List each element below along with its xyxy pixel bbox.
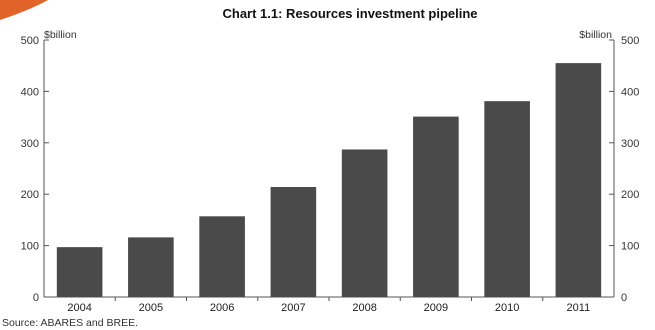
bar — [270, 187, 317, 297]
bar — [555, 63, 602, 297]
y-axis-unit-right: $billion — [579, 29, 612, 41]
bar — [199, 216, 245, 297]
y-tick-label-right: 0 — [621, 292, 627, 304]
x-tick-label: 2010 — [495, 302, 519, 314]
x-tick-label: 2006 — [210, 302, 234, 314]
chart-title: Chart 1.1: Resources investment pipeline — [222, 6, 477, 21]
x-tick-label: 2009 — [424, 302, 448, 314]
x-tick-label: 2008 — [352, 302, 376, 314]
y-tick-label-left: 300 — [21, 138, 39, 150]
y-tick-label-right: 200 — [621, 189, 639, 201]
corner-accent — [0, 0, 48, 20]
y-tick-label-left: 200 — [21, 189, 39, 201]
y-tick-label-right: 400 — [621, 86, 639, 98]
y-tick-label-left: 500 — [21, 35, 39, 47]
bar — [484, 101, 530, 297]
y-axis-unit-left: $billion — [44, 29, 77, 41]
y-tick-label-left: 100 — [21, 241, 39, 253]
x-axis: 2004 2005 2006 2007 2008 2009 2010 2011 — [67, 297, 590, 314]
y-axis-right: 0 100 200 300 400 500 — [609, 35, 639, 304]
y-tick-label-right: 300 — [621, 138, 639, 150]
y-tick-label-right: 100 — [621, 241, 639, 253]
bar — [413, 116, 459, 297]
x-tick-label: 2005 — [139, 302, 163, 314]
x-tick-label: 2007 — [281, 302, 305, 314]
source-note: Source: ABARES and BREE. — [2, 317, 138, 329]
y-tick-label-left: 0 — [33, 292, 39, 304]
y-tick-label-left: 400 — [21, 86, 39, 98]
bar — [128, 237, 174, 297]
x-tick-label: 2011 — [567, 302, 591, 314]
y-axis-left: 0 100 200 300 400 500 — [21, 35, 49, 304]
bars — [56, 63, 602, 297]
y-tick-label-right: 500 — [621, 35, 639, 47]
bar — [341, 149, 388, 297]
x-tick-label: 2004 — [67, 302, 91, 314]
bar — [56, 247, 103, 297]
